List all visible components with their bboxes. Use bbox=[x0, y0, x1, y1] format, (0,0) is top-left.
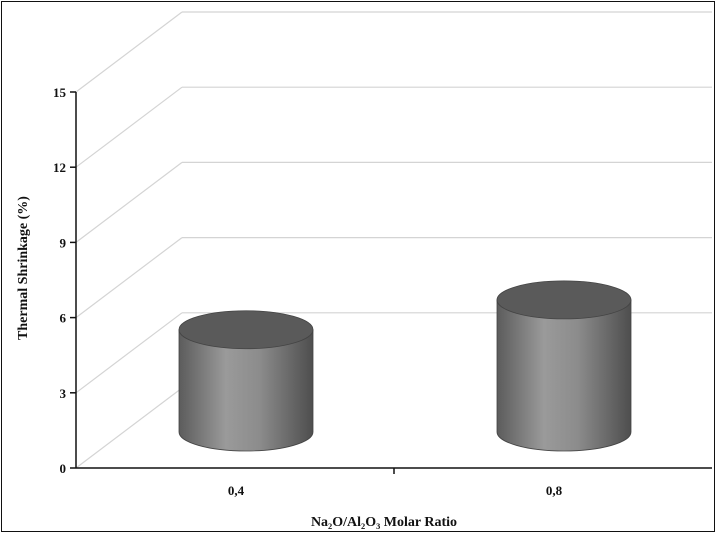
gridline-depth bbox=[75, 86, 183, 168]
labels: 0 3 6 9 12 15 0,4 0,8 bbox=[53, 85, 563, 498]
x-tick-label: 0,4 bbox=[228, 483, 245, 498]
bar-top bbox=[178, 310, 314, 350]
y-axis-title: Thermal Shrinkage (%) bbox=[16, 196, 31, 340]
y-tick-label: 3 bbox=[60, 386, 67, 401]
y-tick-label: 0 bbox=[60, 461, 67, 476]
gridline-depth bbox=[75, 387, 183, 469]
gridline-depth bbox=[75, 161, 183, 243]
axes bbox=[70, 91, 712, 474]
y-tick-label: 12 bbox=[53, 160, 66, 175]
bar-cylinder bbox=[178, 310, 314, 452]
gridline-depth bbox=[75, 11, 183, 93]
y-tick-label: 6 bbox=[60, 311, 67, 326]
bar-body bbox=[496, 299, 632, 452]
bar-top bbox=[496, 280, 632, 320]
gridline-depth bbox=[75, 312, 183, 394]
y-tick-label: 9 bbox=[60, 235, 67, 250]
bar-body bbox=[178, 329, 314, 452]
gridline-depth bbox=[75, 237, 183, 319]
x-tick-label: 0,8 bbox=[546, 483, 563, 498]
bar-cylinder bbox=[496, 280, 632, 452]
y-tick-label: 15 bbox=[53, 85, 67, 100]
x-axis-title: Na₂O/Al₂O₃ Molar Ratio bbox=[311, 515, 457, 530]
bars bbox=[178, 280, 632, 452]
